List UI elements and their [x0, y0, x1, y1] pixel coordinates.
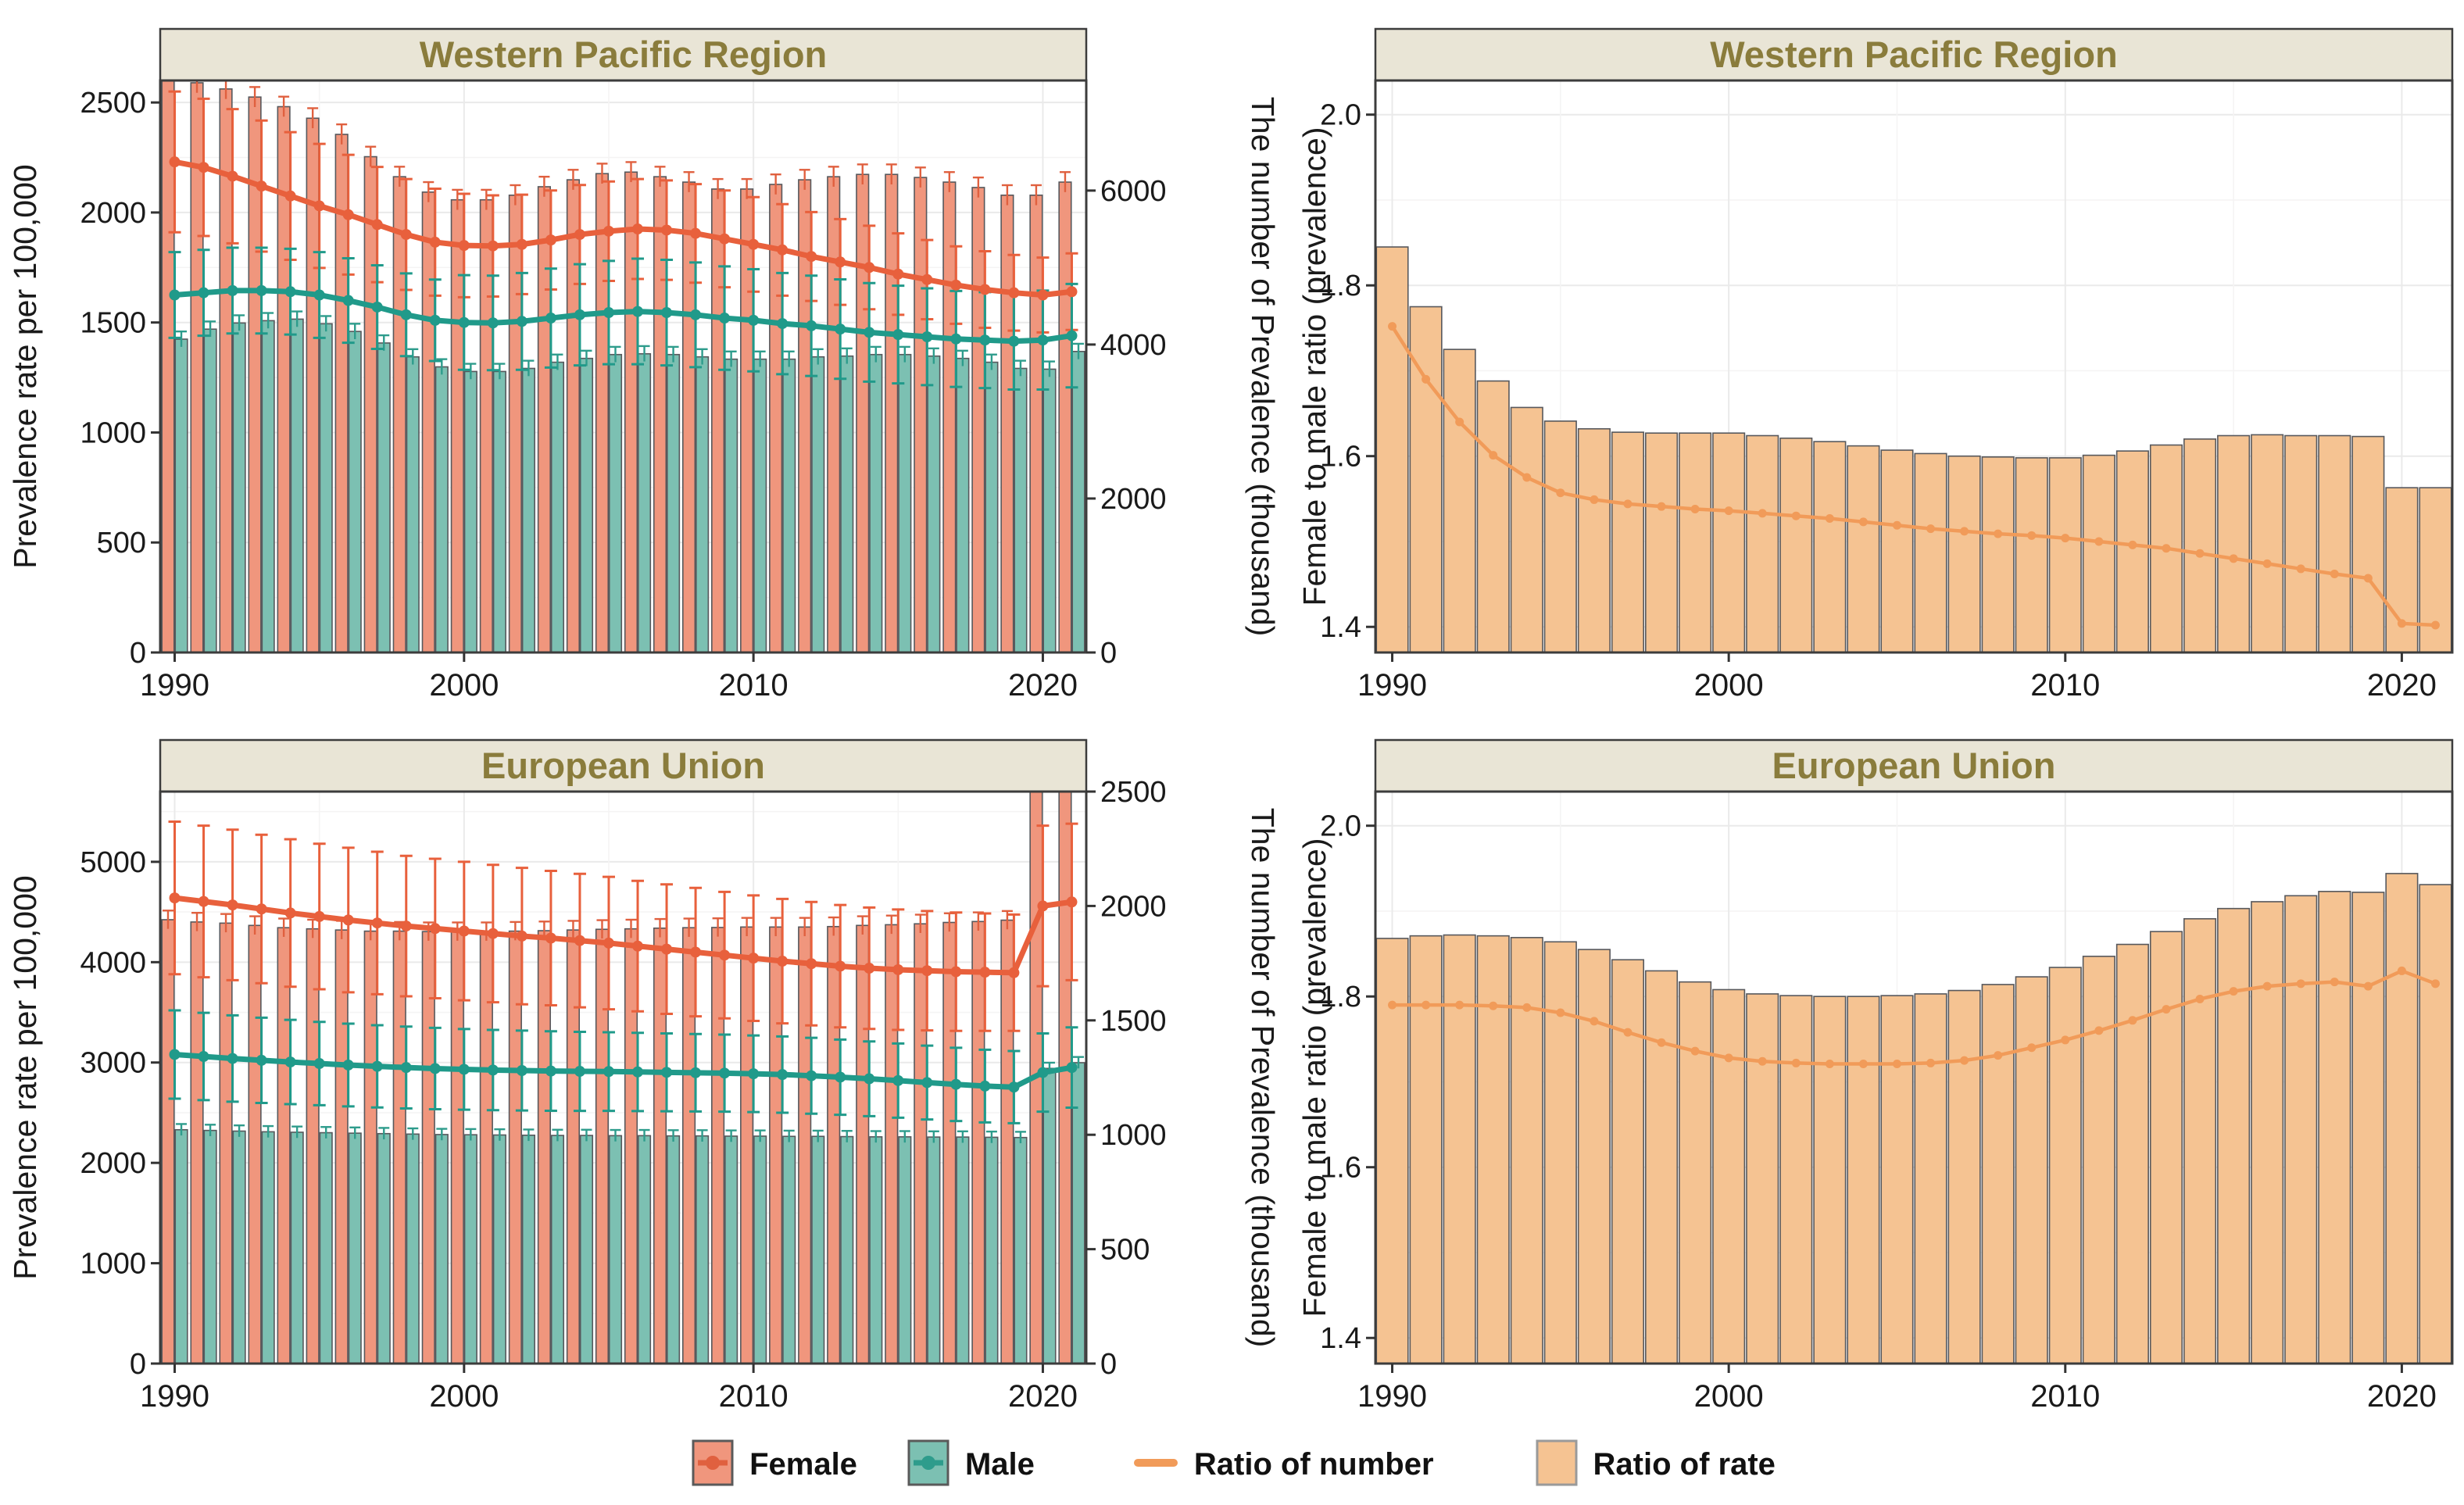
svg-text:The number of Prevalence (thou: The number of Prevalence (thousand) [1245, 97, 1281, 637]
svg-text:Western Pacific Region: Western Pacific Region [420, 34, 828, 75]
svg-text:2000: 2000 [1694, 668, 1764, 702]
svg-text:2000: 2000 [429, 1379, 499, 1414]
svg-text:1990: 1990 [1357, 668, 1427, 702]
legend-item-ratio-of-rate: Ratio of rate [1532, 1438, 1776, 1492]
svg-text:2010: 2010 [719, 668, 789, 702]
chart-svg-eu_ratio: European Union 1.4 1.6 1.8 2.0 1990 2000 2010 20… [1296, 738, 2454, 1414]
legend-label-female: Female [749, 1446, 857, 1482]
svg-text:1.4: 1.4 [1320, 1322, 1361, 1355]
svg-text:1.8: 1.8 [1320, 270, 1361, 302]
svg-text:2000: 2000 [1694, 1379, 1764, 1414]
svg-text:5000: 5000 [80, 846, 146, 879]
svg-text:6000: 6000 [1100, 175, 1167, 208]
svg-text:1990: 1990 [140, 668, 209, 702]
chart-eu-prevalence-dual-axis: European Union 0 1000 2000 3000 4000 5000 0 500 1… [0, 720, 1289, 1422]
chart-svg-wpr_dual: Western Pacific Region 0 500 1000 1500 2000 25… [7, 27, 1281, 702]
svg-text:2500: 2500 [80, 87, 146, 120]
legend-item-ratio-of-number: Ratio of number [1133, 1438, 1434, 1492]
svg-text:Prevalence rate per 100,000: Prevalence rate per 100,000 [7, 164, 43, 568]
svg-text:1.4: 1.4 [1320, 611, 1361, 644]
svg-text:The number of Prevalence (thou: The number of Prevalence (thousand) [1245, 808, 1281, 1348]
svg-text:Female to male ratio (prevalen: Female to male ratio (prevalence) [1296, 127, 1332, 606]
legend-label-ratio-of-number: Ratio of number [1193, 1446, 1434, 1482]
svg-text:2000: 2000 [429, 668, 499, 702]
legend-item-female: Female [688, 1438, 857, 1492]
svg-text:1500: 1500 [1100, 1005, 1167, 1038]
chart-wpr-prevalence-dual-axis: Western Pacific Region 0 500 1000 1500 2000 25… [0, 9, 1289, 711]
svg-text:1990: 1990 [1357, 1379, 1427, 1414]
svg-text:1000: 1000 [80, 416, 146, 449]
svg-text:1990: 1990 [140, 1379, 209, 1414]
chart-svg-eu_dual: European Union 0 1000 2000 3000 4000 5000 0 500 1… [7, 738, 1281, 1414]
svg-text:2020: 2020 [1008, 668, 1078, 702]
svg-text:500: 500 [97, 527, 146, 559]
chart-wpr-female-male-ratio: Western Pacific Region 1.4 1.6 1.8 2.0 1990 20… [1289, 9, 2464, 711]
legend-item-male: Male [904, 1438, 1035, 1492]
svg-text:2000: 2000 [80, 1147, 146, 1180]
svg-text:0: 0 [130, 637, 146, 670]
svg-text:European Union: European Union [1772, 745, 2056, 786]
svg-text:Female to male ratio (prevalen: Female to male ratio (prevalence) [1296, 838, 1332, 1317]
svg-text:4000: 4000 [1100, 329, 1167, 362]
ratio-of-number-line-icon [1133, 1438, 1183, 1492]
svg-text:2000: 2000 [1100, 483, 1167, 516]
svg-text:2500: 2500 [1100, 776, 1167, 809]
svg-text:2.0: 2.0 [1320, 99, 1361, 132]
svg-text:2020: 2020 [1008, 1379, 1078, 1414]
svg-text:2020: 2020 [2367, 668, 2437, 702]
svg-text:European Union: European Union [481, 745, 765, 786]
svg-text:2.0: 2.0 [1320, 810, 1361, 843]
female-pointrange-icon [688, 1438, 738, 1492]
chart-svg-wpr_ratio: Western Pacific Region 1.4 1.6 1.8 2.0 1990 20… [1296, 27, 2454, 702]
svg-text:2020: 2020 [2367, 1379, 2437, 1414]
svg-text:2000: 2000 [80, 197, 146, 230]
male-pointrange-icon [904, 1438, 954, 1492]
svg-text:2010: 2010 [2030, 668, 2100, 702]
svg-text:1500: 1500 [80, 307, 146, 340]
svg-text:2010: 2010 [2030, 1379, 2100, 1414]
chart-eu-female-male-ratio: European Union 1.4 1.6 1.8 2.0 1990 2000 2010 20… [1289, 720, 2464, 1422]
ratio-of-rate-swatch-icon [1532, 1438, 1582, 1492]
svg-text:4000: 4000 [80, 946, 146, 979]
svg-text:Western Pacific Region: Western Pacific Region [1710, 34, 2118, 75]
svg-text:Prevalence rate per 100,000: Prevalence rate per 100,000 [7, 875, 43, 1279]
legend-label-male: Male [964, 1446, 1035, 1482]
svg-text:500: 500 [1100, 1234, 1150, 1267]
svg-text:1.6: 1.6 [1320, 1152, 1361, 1185]
svg-text:0: 0 [1100, 637, 1117, 670]
svg-text:1000: 1000 [1100, 1119, 1167, 1152]
svg-text:0: 0 [130, 1348, 146, 1381]
legend-label-ratio-of-rate: Ratio of rate [1593, 1446, 1776, 1482]
svg-text:1000: 1000 [80, 1248, 146, 1281]
svg-text:2000: 2000 [1100, 890, 1167, 923]
svg-text:1.8: 1.8 [1320, 981, 1361, 1013]
svg-text:1.6: 1.6 [1320, 441, 1361, 474]
svg-text:3000: 3000 [80, 1047, 146, 1080]
svg-text:2010: 2010 [719, 1379, 789, 1414]
svg-text:0: 0 [1100, 1348, 1117, 1381]
legend: Female Male Ratio of number Ratio of rat… [0, 1427, 2464, 1502]
